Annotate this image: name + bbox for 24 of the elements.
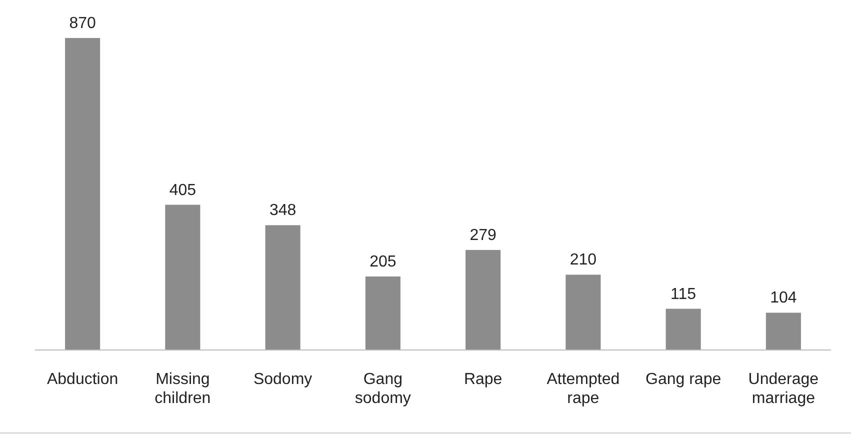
bar xyxy=(165,204,200,350)
bar xyxy=(666,308,701,350)
x-tick-label: Sodomy xyxy=(253,371,312,388)
x-tick-label: Missing children xyxy=(154,371,211,408)
x-tick-label: Underage marriage xyxy=(748,371,819,408)
data-label: 210 xyxy=(570,252,597,269)
data-label: 279 xyxy=(470,226,497,244)
x-tick-label: Gang rape xyxy=(646,371,722,388)
data-label: 405 xyxy=(169,182,196,199)
data-label: 870 xyxy=(69,15,96,32)
data-label: 205 xyxy=(370,253,396,270)
data-label: 348 xyxy=(269,202,296,220)
data-label: 104 xyxy=(770,290,797,307)
x-tick-label: Rape xyxy=(464,371,502,388)
bar xyxy=(566,274,601,350)
x-tick-label: Abduction xyxy=(46,371,118,388)
bar xyxy=(265,225,300,350)
bar xyxy=(65,38,100,350)
bar xyxy=(365,276,400,350)
data-label: 115 xyxy=(670,286,696,303)
x-tick-label: Gang sodomy xyxy=(354,371,411,408)
x-tick-label: Attempted rape xyxy=(546,371,620,408)
bar xyxy=(466,250,501,350)
bar xyxy=(766,312,801,350)
